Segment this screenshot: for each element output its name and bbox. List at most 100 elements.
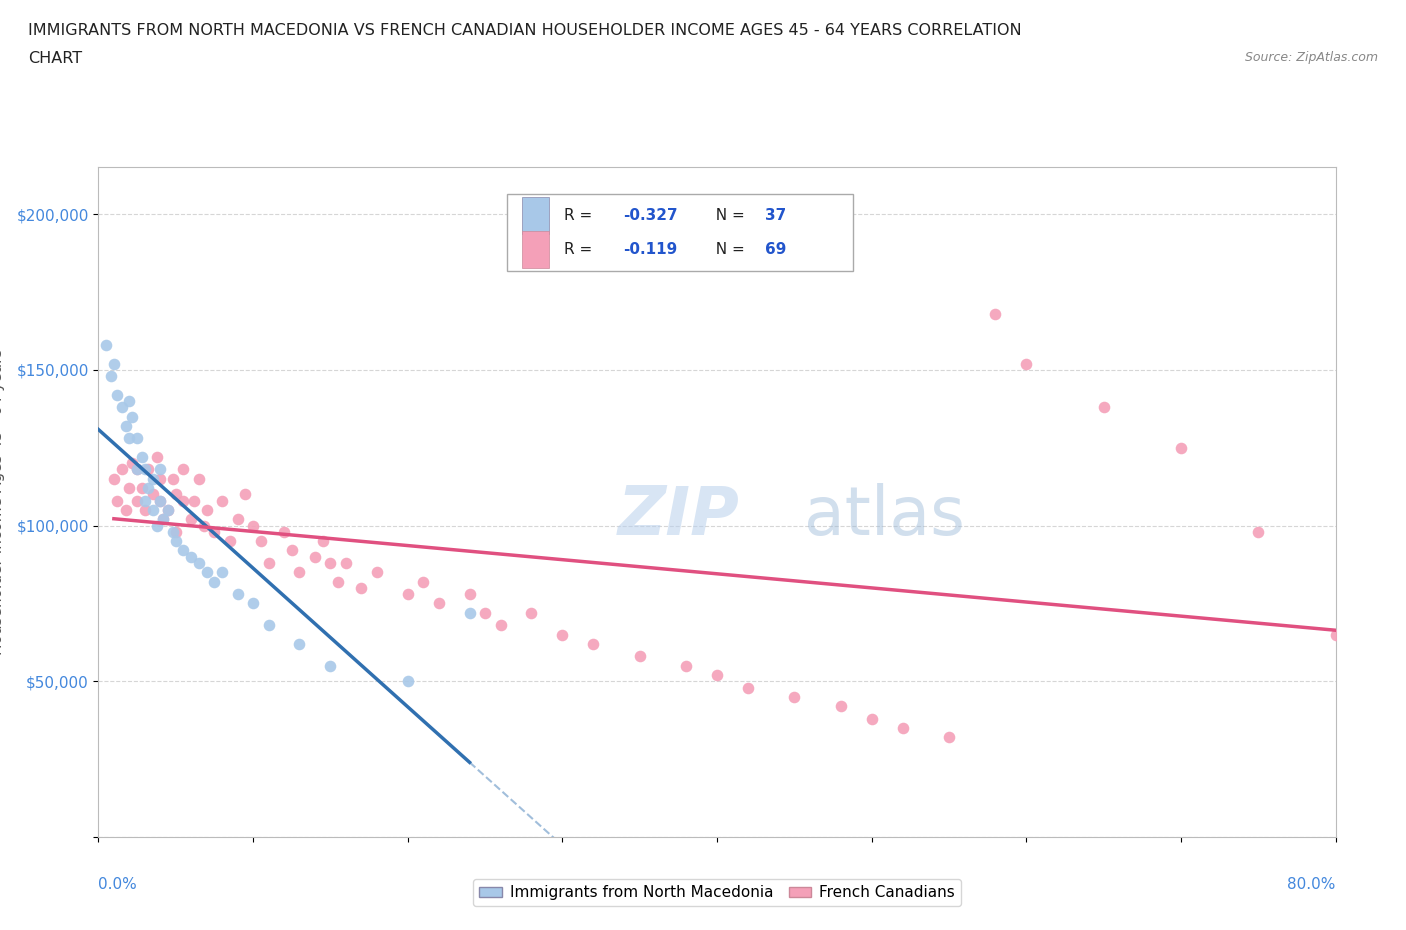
Point — [121, 456, 143, 471]
Point — [141, 487, 165, 502]
Point — [183, 493, 205, 508]
Point — [219, 534, 242, 549]
Point — [211, 565, 233, 579]
Point — [474, 605, 496, 620]
Y-axis label: Householder Income Ages 45 - 64 years: Householder Income Ages 45 - 64 years — [0, 349, 6, 656]
Point — [1324, 627, 1347, 642]
Point — [157, 502, 180, 517]
Point — [146, 449, 169, 464]
Point — [350, 580, 373, 595]
Point — [366, 565, 388, 579]
Point — [96, 338, 118, 352]
Point — [141, 472, 165, 486]
Point — [131, 481, 153, 496]
Point — [127, 431, 149, 445]
Point — [180, 512, 202, 526]
Point — [127, 493, 149, 508]
FancyBboxPatch shape — [522, 232, 548, 268]
Point — [1170, 440, 1192, 455]
Point — [188, 472, 211, 486]
Point — [412, 574, 434, 589]
Point — [582, 636, 605, 651]
Point — [319, 658, 342, 673]
Point — [830, 698, 852, 713]
Point — [551, 627, 574, 642]
Point — [162, 525, 184, 539]
Point — [396, 587, 419, 602]
Point — [115, 418, 138, 433]
Point — [257, 555, 280, 570]
Point — [1247, 525, 1270, 539]
Point — [288, 565, 311, 579]
Point — [891, 721, 914, 736]
Text: -0.119: -0.119 — [623, 242, 678, 257]
Point — [737, 680, 759, 695]
Point — [141, 502, 165, 517]
Point — [152, 512, 174, 526]
Point — [1015, 356, 1038, 371]
Point — [111, 462, 132, 477]
Point — [127, 462, 149, 477]
Point — [105, 387, 128, 402]
Point — [273, 525, 295, 539]
Point — [172, 493, 194, 508]
Text: IMMIGRANTS FROM NORTH MACEDONIA VS FRENCH CANADIAN HOUSEHOLDER INCOME AGES 45 - : IMMIGRANTS FROM NORTH MACEDONIA VS FRENC… — [28, 23, 1022, 38]
Point — [165, 487, 187, 502]
Point — [242, 518, 264, 533]
Point — [162, 472, 184, 486]
Point — [281, 543, 304, 558]
Point — [204, 574, 226, 589]
Point — [157, 502, 180, 517]
Point — [326, 574, 350, 589]
Point — [165, 525, 187, 539]
Point — [211, 493, 233, 508]
Point — [118, 481, 141, 496]
Text: 69: 69 — [765, 242, 787, 257]
Text: ZIP: ZIP — [619, 483, 740, 549]
Point — [115, 502, 138, 517]
Point — [149, 493, 172, 508]
Point — [312, 534, 335, 549]
Point — [226, 587, 249, 602]
Point — [146, 518, 169, 533]
Point — [121, 409, 143, 424]
Point — [195, 502, 218, 517]
Text: Source: ZipAtlas.com: Source: ZipAtlas.com — [1244, 51, 1378, 64]
Point — [1092, 400, 1115, 415]
Point — [250, 534, 273, 549]
Point — [127, 462, 149, 477]
Point — [136, 481, 159, 496]
Text: N =: N = — [706, 208, 749, 223]
Point — [458, 587, 481, 602]
Point — [233, 487, 257, 502]
Text: atlas: atlas — [804, 483, 965, 549]
Point — [118, 431, 141, 445]
Point — [172, 543, 194, 558]
Point — [319, 555, 342, 570]
Point — [984, 306, 1007, 321]
Point — [100, 368, 122, 383]
Text: 80.0%: 80.0% — [1288, 877, 1336, 892]
Point — [257, 618, 280, 632]
Point — [675, 658, 697, 673]
Text: N =: N = — [706, 242, 749, 257]
Point — [938, 730, 960, 745]
Point — [706, 668, 728, 683]
Point — [204, 525, 226, 539]
FancyBboxPatch shape — [522, 197, 548, 234]
Point — [149, 462, 172, 477]
Point — [427, 596, 450, 611]
Point — [149, 472, 172, 486]
Point — [111, 400, 132, 415]
Point — [242, 596, 264, 611]
Point — [152, 512, 174, 526]
Point — [131, 449, 153, 464]
Point — [783, 689, 806, 704]
Point — [149, 493, 172, 508]
Text: CHART: CHART — [28, 51, 82, 66]
Point — [103, 472, 125, 486]
Point — [195, 565, 218, 579]
Point — [226, 512, 249, 526]
Legend: Immigrants from North Macedonia, French Canadians: Immigrants from North Macedonia, French … — [474, 879, 960, 907]
Point — [118, 393, 141, 408]
